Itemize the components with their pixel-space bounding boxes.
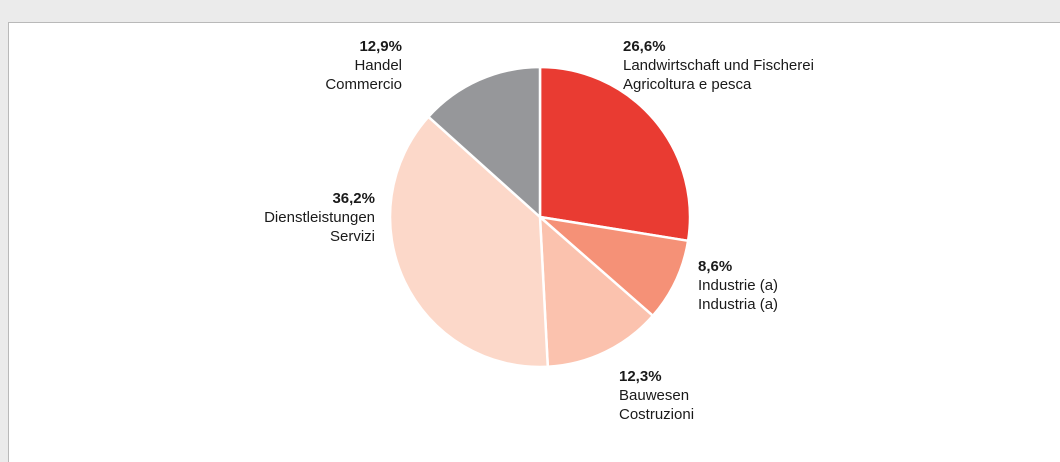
category-label-construction-it: Costruzioni bbox=[619, 406, 694, 423]
value-label-trade: 12,9% bbox=[359, 38, 402, 55]
value-label-industry: 8,6% bbox=[698, 258, 732, 275]
category-label-agriculture-de: Landwirtschaft und Fischerei bbox=[623, 57, 814, 74]
category-label-agriculture-it: Agricoltura e pesca bbox=[623, 76, 752, 93]
value-label-agriculture: 26,6% bbox=[623, 38, 666, 55]
slice-services bbox=[388, 115, 550, 369]
slice-trade bbox=[427, 65, 542, 219]
slice-label-construction: 12,3% Bauwesen Costruzioni bbox=[619, 368, 694, 423]
pie-chart: 26,6% Landwirtschaft und Fischerei Agric… bbox=[264, 38, 814, 423]
value-label-services: 36,2% bbox=[332, 190, 375, 207]
slice-label-industry: 8,6% Industrie (a) Industria (a) bbox=[698, 258, 778, 313]
category-label-services-it: Servizi bbox=[330, 228, 375, 245]
slice-label-services: 36,2% Dienstleistungen Servizi bbox=[264, 190, 375, 245]
slice-label-trade: 12,9% Handel Commercio bbox=[325, 38, 402, 93]
category-label-trade-de: Handel bbox=[354, 57, 402, 74]
category-label-industry-de: Industrie (a) bbox=[698, 277, 778, 294]
chart-panel: 26,6% Landwirtschaft und Fischerei Agric… bbox=[8, 22, 1060, 462]
category-label-services-de: Dienstleistungen bbox=[264, 209, 375, 226]
slice-construction bbox=[538, 215, 655, 369]
slice-agriculture bbox=[538, 65, 692, 243]
category-label-industry-it: Industria (a) bbox=[698, 296, 778, 313]
value-label-construction: 12,3% bbox=[619, 368, 662, 385]
category-label-construction-de: Bauwesen bbox=[619, 387, 689, 404]
slice-industry bbox=[538, 215, 690, 318]
slice-label-agriculture: 26,6% Landwirtschaft und Fischerei Agric… bbox=[623, 38, 814, 93]
category-label-trade-it: Commercio bbox=[325, 76, 402, 93]
pie-slices bbox=[388, 65, 692, 369]
